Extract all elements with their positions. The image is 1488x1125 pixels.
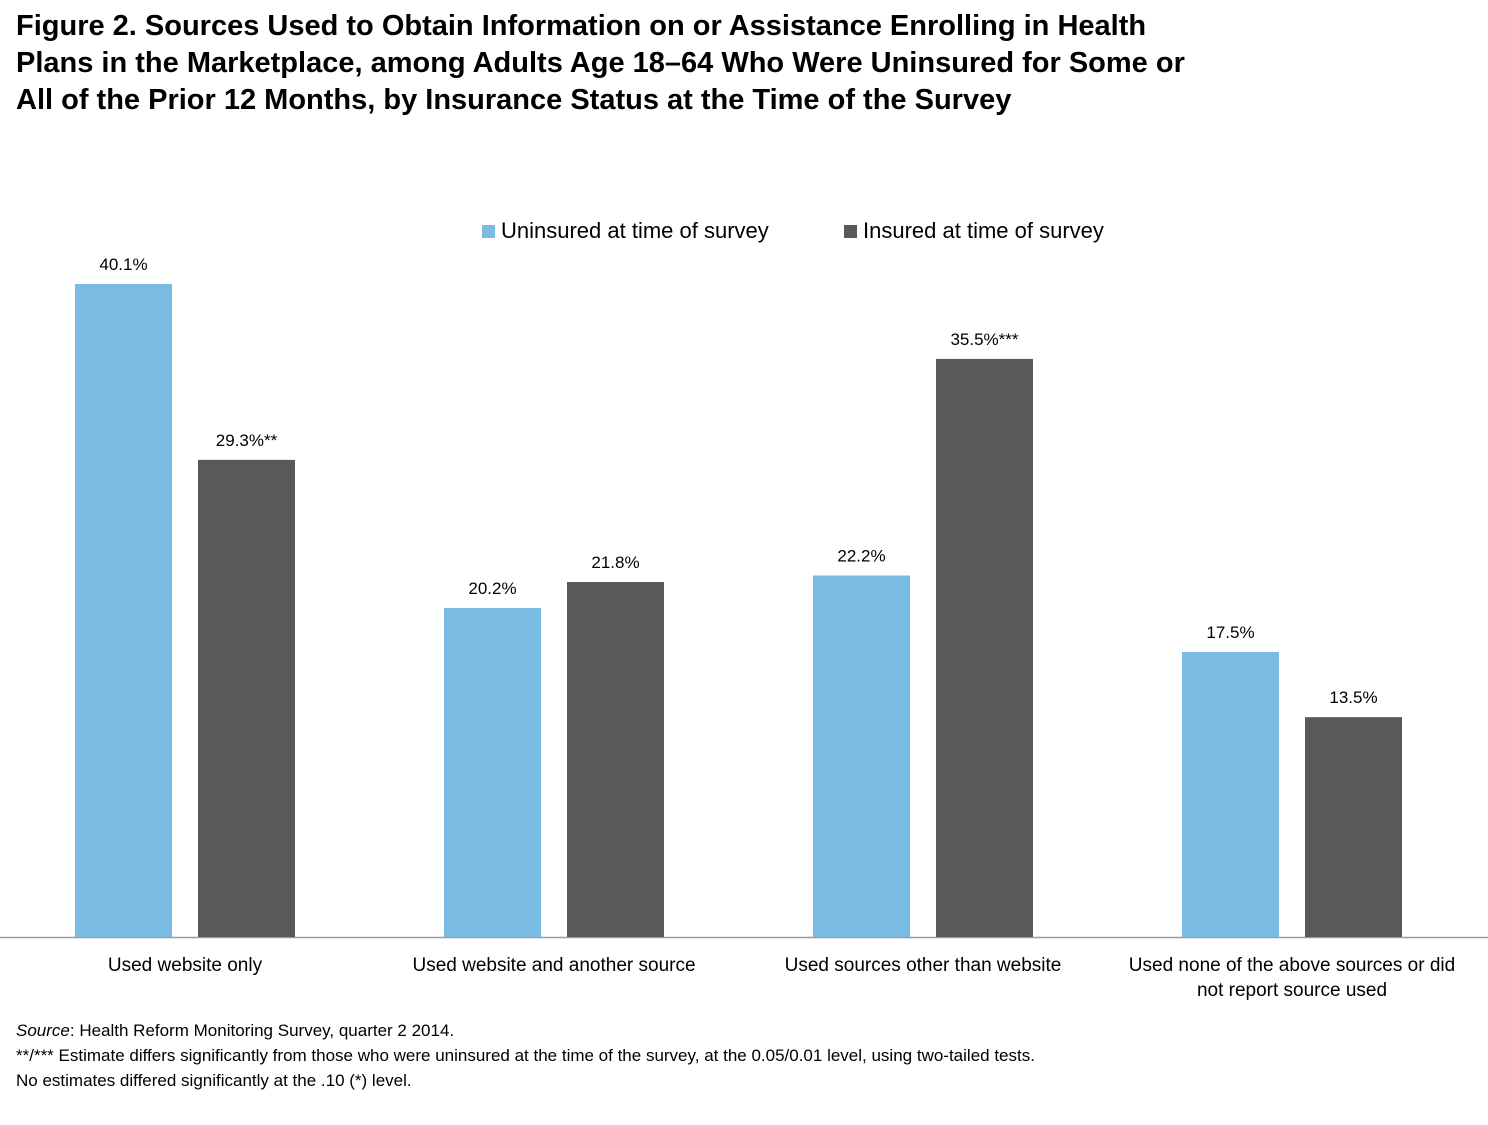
significance-note: **/*** Estimate differs significantly fr… [16,1046,1035,1065]
data-label-insured-2: 21.8% [591,553,639,572]
legend: Uninsured at time of survey Insured at t… [0,216,1488,246]
data-label-uninsured-3: 22.2% [837,546,885,565]
data-label-uninsured-4: 17.5% [1206,623,1254,642]
legend-item-uninsured: Uninsured at time of survey [482,216,769,246]
chart-title: Figure 2. Sources Used to Obtain Informa… [16,10,1185,116]
bar-uninsured-2 [444,608,541,937]
bar-insured-4 [1305,717,1402,937]
legend-label-uninsured: Uninsured at time of survey [501,218,769,243]
data-label-insured-1: 29.3%** [216,431,278,450]
category-label-3: Used sources other than website [785,955,1062,976]
category-label-2: Used website and another source [412,955,695,976]
legend-swatch-insured [844,224,857,238]
category-label-4-line-2: not report source used [1197,980,1387,1001]
category-label-4-line-1: Used none of the above sources or did [1129,955,1455,976]
bar-insured-3 [936,358,1033,937]
source-text: : Health Reform Monitoring Survey, quart… [69,1021,455,1040]
footnotes: Source: Health Reform Monitoring Survey,… [16,1018,1456,1093]
bar-insured-1 [198,459,295,937]
bar-uninsured-4 [1182,652,1279,937]
data-label-uninsured-2: 20.2% [468,579,516,598]
legend-label-insured: Insured at time of survey [863,218,1104,243]
no-significance-note: No estimates differed significantly at t… [16,1071,412,1090]
data-label-uninsured-1: 40.1% [99,255,147,274]
data-label-insured-4: 13.5% [1329,688,1377,707]
source-note: Source: Health Reform Monitoring Survey,… [16,1018,1456,1043]
bar-uninsured-1 [75,284,172,937]
bar-uninsured-3 [813,575,910,937]
bar-chart: 40.1% 29.3%** Used website only 20.2% 21.8% U… [0,255,1488,1001]
data-label-insured-3: 35.5%*** [950,330,1018,349]
category-label-1: Used website only [108,955,263,976]
source-label: Source [16,1021,70,1040]
bar-insured-2 [567,582,664,937]
legend-item-insured: Insured at time of survey [844,216,1104,246]
legend-swatch-uninsured [482,224,495,238]
